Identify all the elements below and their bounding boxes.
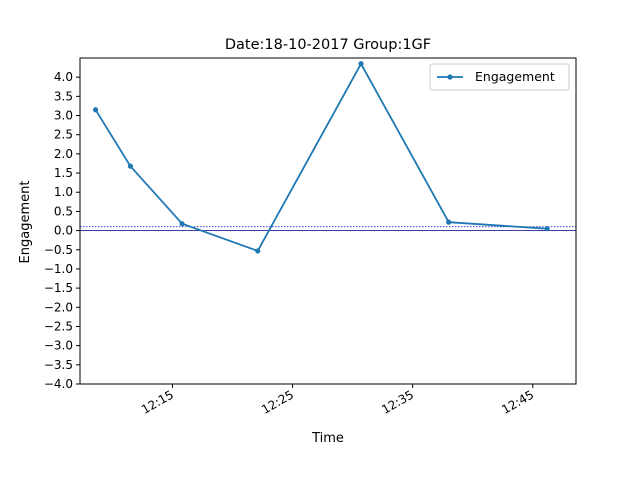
x-tick-label: 12:35 [379, 387, 416, 416]
chart-title: Date:18-10-2017 Group:1GF [225, 37, 431, 53]
x-axis-ticks: 12:15 12:25 12:35 12:45 [139, 384, 536, 417]
y-axis-title: Engagement [18, 181, 33, 264]
data-point [446, 219, 452, 225]
y-tick-label: −1.0 [44, 262, 73, 276]
y-tick-label: 0.5 [54, 204, 73, 218]
y-tick-label: 1.5 [54, 166, 73, 180]
legend: Engagement [429, 63, 570, 91]
data-point [93, 107, 99, 113]
reference-lines [80, 226, 576, 231]
y-tick-label: 0.0 [54, 224, 73, 238]
y-tick-label: 4.0 [54, 70, 73, 84]
y-tick-label: −3.5 [44, 358, 73, 372]
x-tick-label: 12:25 [259, 387, 296, 416]
plot-frame [79, 57, 577, 385]
y-tick-label: −4.0 [44, 377, 73, 391]
y-axis-ticks: −4.0 −3.5 −3.0 −2.5 −2.0 −1.5 −1.0 −0.5 0.0 0.5 1.… [44, 70, 80, 391]
data-point [544, 226, 550, 232]
x-tick-label: 12:45 [499, 387, 536, 416]
y-tick-label: −2.5 [44, 319, 73, 333]
y-tick-label: −2.0 [44, 300, 73, 314]
legend-label: Engagement [475, 69, 555, 84]
x-tick-label: 12:15 [139, 387, 176, 416]
series-line [94, 62, 548, 252]
y-tick-label: 2.0 [54, 147, 73, 161]
y-tick-label: 2.5 [54, 128, 73, 142]
data-point [127, 163, 134, 169]
legend-box [429, 63, 570, 91]
data-point [358, 61, 364, 67]
data-point [255, 248, 261, 254]
y-tick-label: −1.5 [44, 281, 73, 295]
y-tick-label: −3.0 [44, 339, 73, 353]
data-point [179, 221, 185, 227]
y-tick-label: 1.0 [54, 185, 73, 199]
y-tick-label: 3.5 [54, 89, 73, 103]
series-layer [93, 61, 550, 254]
legend-swatch-marker [447, 74, 453, 80]
x-axis-title: Time [311, 431, 344, 446]
y-tick-label: 3.0 [54, 109, 73, 123]
y-tick-label: −0.5 [44, 243, 73, 257]
